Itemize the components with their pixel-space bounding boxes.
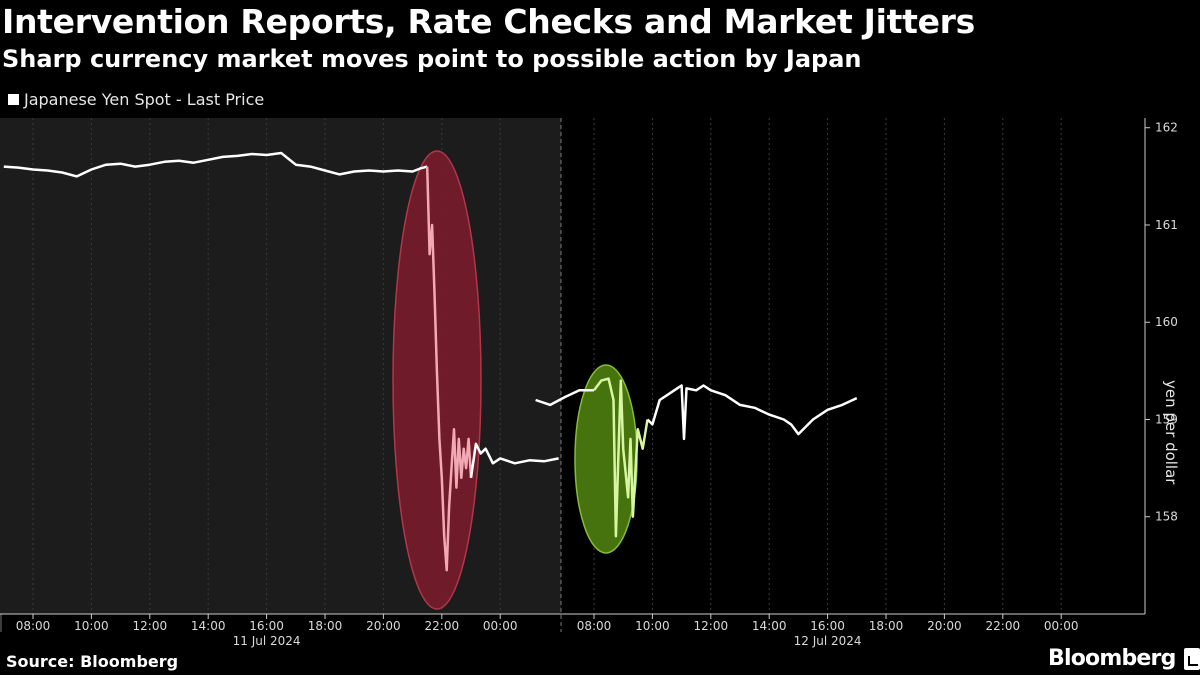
x-tick-label: 00:00 [1044,619,1079,633]
x-tick-label: 18:00 [869,619,904,633]
x-tick-label: 08:00 [577,619,612,633]
x-tick-label: 22:00 [986,619,1021,633]
series-line-day2-check [593,377,649,538]
x-tick-label: 20:00 [366,619,401,633]
x-date-label: 12 Jul 2024 [794,634,862,648]
legend-swatch [8,94,19,105]
brand-wordmark: Bloomberg [1048,646,1176,671]
y-tick-label: 158 [1155,510,1178,524]
series-line-day1-late [469,442,559,478]
y-tick-label: 160 [1155,315,1178,329]
x-tick-label: 16:00 [249,619,284,633]
chart-subtitle: Sharp currency market moves point to pos… [2,45,862,73]
x-tick-label: 20:00 [927,619,962,633]
x-tick-label: 16:00 [810,619,845,633]
y-axis-label: yen per dollar [1162,380,1180,485]
series-line-day2 [535,389,594,407]
y-tick-label: 162 [1155,121,1178,135]
highlight-ellipse-green [574,364,638,554]
bloomberg-terminal-icon [1183,647,1200,670]
x-tick-label: 12:00 [133,619,168,633]
series-line-day1-intervention [425,166,473,572]
x-date-label: 11 Jul 2024 [233,634,301,648]
y-tick-label: 159 [1155,412,1178,426]
x-tick-label: 10:00 [635,619,670,633]
x-tick-label: 12:00 [694,619,729,633]
x-tick-label: 14:00 [191,619,226,633]
x-tick-label: 08:00 [16,619,51,633]
x-tick-label: 10:00 [74,619,109,633]
brand-logo: Bloomberg [1048,646,1200,671]
legend-label: Japanese Yen Spot - Last Price [24,90,265,109]
x-tick-label: 00:00 [483,619,518,633]
source-note: Source: Bloomberg [6,652,179,671]
x-tick-label: 22:00 [425,619,460,633]
legend: Japanese Yen Spot - Last Price [8,90,264,109]
series-line-day1 [3,151,428,178]
x-tick-label: 18:00 [308,619,343,633]
chart-title: Intervention Reports, Rate Checks and Ma… [2,2,975,41]
x-tick-label: 14:00 [752,619,787,633]
series-line-day2-late [646,384,858,441]
y-tick-label: 161 [1155,218,1178,232]
